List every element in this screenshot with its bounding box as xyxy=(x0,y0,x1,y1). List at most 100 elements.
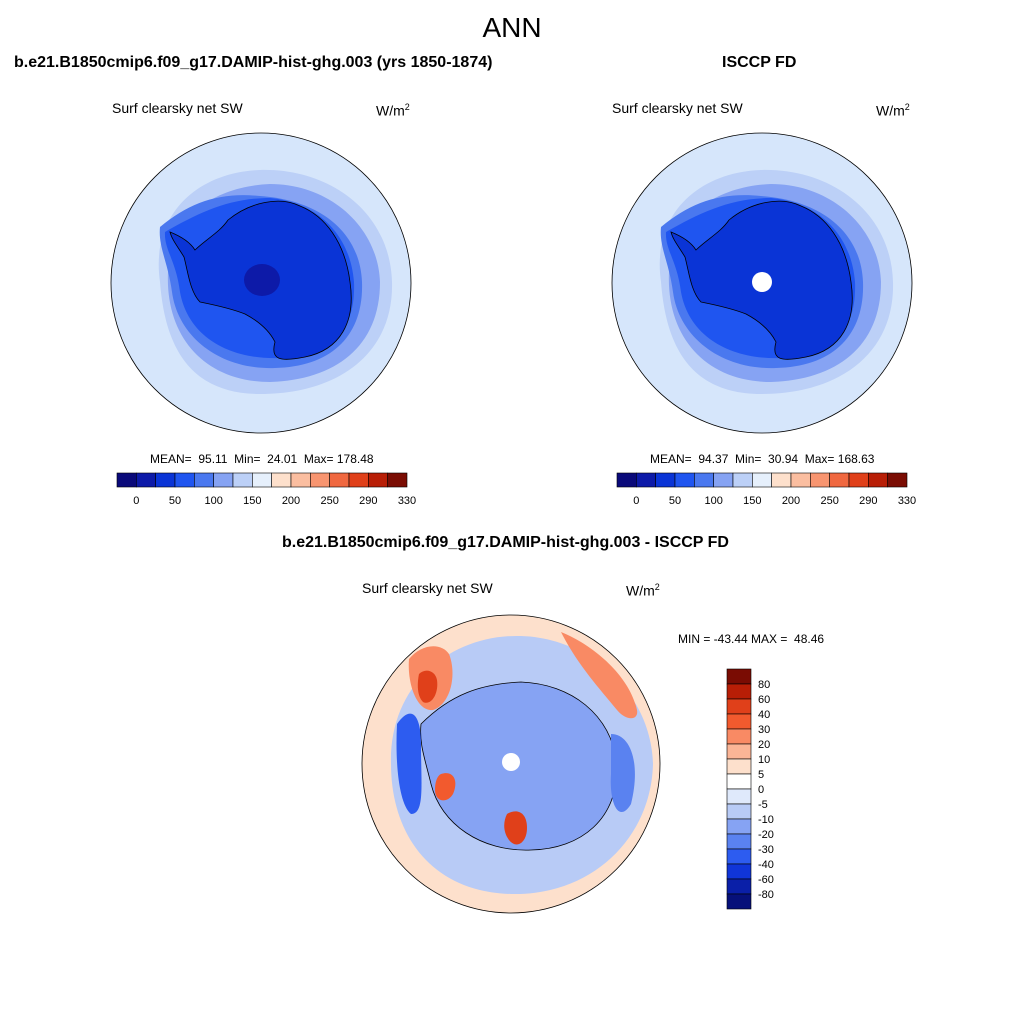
model-plateau-minimum xyxy=(244,264,280,296)
obs-colorbar-tick-label: 330 xyxy=(898,495,916,507)
model-colorbar-cell xyxy=(368,472,388,488)
model-colorbar-cell xyxy=(136,472,156,488)
diff-colorbar-tick-label: 80 xyxy=(758,679,770,691)
obs-colorbar-cell xyxy=(732,472,753,488)
obs-colorbar-tick-label: 0 xyxy=(633,495,639,507)
model-colorbar-cell xyxy=(290,472,311,488)
diff-polar-map xyxy=(361,614,661,914)
obs-colorbar-cell xyxy=(752,472,772,488)
diff-colorbar-tick-label: 0 xyxy=(758,784,764,796)
obs-stats: MEAN= 94.37 Min= 30.94 Max= 168.63 xyxy=(650,452,875,466)
diff-heading: b.e21.B1850cmip6.f09_g17.DAMIP-hist-ghg.… xyxy=(282,534,729,551)
obs-colorbar: 0 50 100 150 200 250 290 330 xyxy=(616,472,916,507)
model-variable-label: Surf clearsky net SW xyxy=(112,100,243,116)
obs-colorbar-cell xyxy=(771,472,792,488)
model-colorbar-cell xyxy=(271,472,292,488)
obs-colorbar-cell xyxy=(868,472,888,488)
model-colorbar-cell xyxy=(310,472,330,488)
diff-colorbar-cell xyxy=(726,863,752,880)
model-heading: b.e21.B1850cmip6.f09_g17.DAMIP-hist-ghg.… xyxy=(14,54,493,71)
diff-colorbar-tick-label: -20 xyxy=(758,829,774,841)
obs-colorbar-cell xyxy=(848,472,869,488)
obs-pole-missing xyxy=(752,272,772,292)
obs-colorbar-cell xyxy=(810,472,830,488)
diff-colorbar-cell xyxy=(726,668,752,685)
page-title: ANN xyxy=(482,12,542,43)
model-colorbar-tick-label: 200 xyxy=(282,495,300,507)
obs-colorbar-cell xyxy=(636,472,656,488)
model-colorbar-cell xyxy=(213,472,234,488)
diff-colorbar-cell xyxy=(726,698,752,715)
diff-colorbar-tick-label: -40 xyxy=(758,859,774,871)
diff-colorbar-tick-label: 20 xyxy=(758,739,770,751)
diff-colorbar-tick-label: -5 xyxy=(758,799,768,811)
diff-colorbar: 80 60 40 30 20 10 5 0 -5 -10 -20 -30 -40 -60 -80 xyxy=(726,668,774,910)
diff-colorbar-cell xyxy=(726,683,752,700)
diff-colorbar-tick-label: 30 xyxy=(758,724,770,736)
diff-colorbar-tick-label: 10 xyxy=(758,754,770,766)
model-stats: MEAN= 95.11 Min= 24.01 Max= 178.48 xyxy=(150,452,374,466)
model-colorbar-tick-label: 290 xyxy=(359,495,377,507)
diff-stats: MIN = -43.44 MAX = 48.46 xyxy=(678,632,825,646)
obs-colorbar-tick-label: 50 xyxy=(669,495,681,507)
obs-units-label: W/m2 xyxy=(876,102,910,119)
model-colorbar-tick-label: 50 xyxy=(169,495,181,507)
model-colorbar-cell xyxy=(348,472,369,488)
model-colorbar-tick-label: 330 xyxy=(398,495,416,507)
obs-heading: ISCCP FD xyxy=(722,54,797,71)
obs-colorbar-tick-label: 290 xyxy=(859,495,877,507)
model-colorbar-tick-label: 100 xyxy=(204,495,222,507)
obs-variable-label: Surf clearsky net SW xyxy=(612,100,743,116)
diff-colorbar-cell xyxy=(726,743,752,760)
diff-west-positive-core xyxy=(417,670,438,703)
diff-colorbar-cell xyxy=(726,803,752,820)
obs-colorbar-cell xyxy=(674,472,695,488)
model-colorbar-cell xyxy=(387,472,408,488)
diff-northeast-positive xyxy=(561,632,638,719)
model-colorbar-cell xyxy=(232,472,253,488)
diff-colorbar-tick-label: -10 xyxy=(758,814,774,826)
diff-colorbar-cell xyxy=(726,878,752,895)
model-colorbar-cell xyxy=(116,472,137,488)
obs-polar-map xyxy=(611,132,913,434)
diff-southwest-positive xyxy=(435,773,456,801)
obs-colorbar-tick-label: 250 xyxy=(820,495,838,507)
model-colorbar-cell xyxy=(194,472,214,488)
obs-colorbar-tick-label: 150 xyxy=(743,495,761,507)
diff-colorbar-tick-label: 60 xyxy=(758,694,770,706)
diff-colorbar-cell xyxy=(726,893,752,910)
diff-colorbar-tick-label: 5 xyxy=(758,769,764,781)
model-polar-map xyxy=(110,132,412,434)
diff-colorbar-tick-label: -60 xyxy=(758,874,774,886)
model-colorbar-cell xyxy=(155,472,176,488)
diff-colorbar-tick-label: -80 xyxy=(758,889,774,901)
diff-pole-missing xyxy=(502,753,520,771)
diff-colorbar-tick-label: -30 xyxy=(758,844,774,856)
obs-colorbar-cell xyxy=(790,472,811,488)
diff-colorbar-cell xyxy=(726,713,752,730)
obs-colorbar-cell xyxy=(655,472,676,488)
diff-colorbar-cell xyxy=(726,773,752,790)
diff-colorbar-tick-label: 40 xyxy=(758,709,770,721)
diff-colorbar-cell xyxy=(726,818,752,835)
obs-colorbar-cell xyxy=(887,472,908,488)
diff-colorbar-cell xyxy=(726,788,752,805)
diff-east-ocean-negative xyxy=(610,734,635,813)
diff-colorbar-cell xyxy=(726,833,752,850)
model-colorbar-cell xyxy=(174,472,195,488)
model-colorbar: 0 50 100 150 200 250 290 330 xyxy=(116,472,416,507)
model-units-label: W/m2 xyxy=(376,102,410,119)
model-colorbar-tick-label: 150 xyxy=(243,495,261,507)
diff-variable-label: Surf clearsky net SW xyxy=(362,580,493,596)
diff-colorbar-cell xyxy=(726,758,752,775)
model-colorbar-tick-label: 0 xyxy=(133,495,139,507)
obs-colorbar-cell xyxy=(694,472,714,488)
model-colorbar-cell xyxy=(329,472,350,488)
obs-colorbar-tick-label: 100 xyxy=(704,495,722,507)
obs-colorbar-cell xyxy=(829,472,850,488)
obs-colorbar-cell xyxy=(616,472,637,488)
diff-west-ocean-negative xyxy=(396,713,422,814)
diff-south-positive xyxy=(504,811,527,845)
model-colorbar-tick-label: 250 xyxy=(320,495,338,507)
obs-colorbar-tick-label: 200 xyxy=(782,495,800,507)
